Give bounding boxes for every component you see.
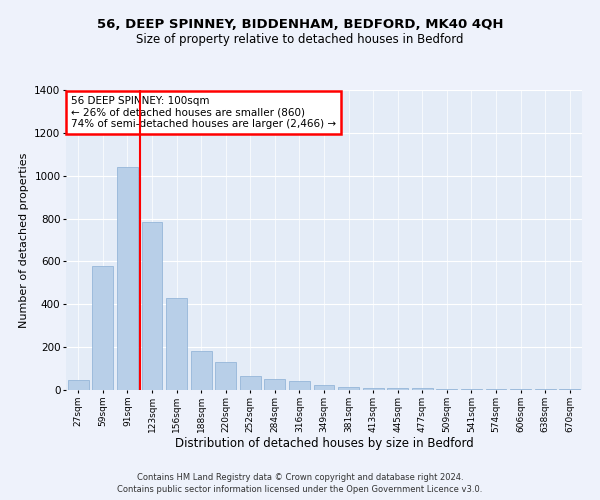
Bar [387, 388, 408, 390]
Bar [215, 362, 236, 390]
Bar [265, 380, 286, 390]
Bar [510, 389, 531, 390]
Text: 56 DEEP SPINNEY: 100sqm
← 26% of detached houses are smaller (860)
74% of semi-d: 56 DEEP SPINNEY: 100sqm ← 26% of detache… [71, 96, 336, 129]
Bar [166, 298, 187, 390]
Y-axis label: Number of detached properties: Number of detached properties [19, 152, 29, 328]
Bar [485, 389, 506, 390]
Bar [240, 376, 261, 390]
Bar [289, 382, 310, 390]
Bar [362, 388, 383, 390]
X-axis label: Distribution of detached houses by size in Bedford: Distribution of detached houses by size … [175, 438, 473, 450]
Bar [412, 388, 433, 390]
Text: Contains HM Land Registry data © Crown copyright and database right 2024.: Contains HM Land Registry data © Crown c… [137, 472, 463, 482]
Bar [191, 352, 212, 390]
Bar [92, 266, 113, 390]
Bar [314, 384, 334, 390]
Text: 56, DEEP SPINNEY, BIDDENHAM, BEDFORD, MK40 4QH: 56, DEEP SPINNEY, BIDDENHAM, BEDFORD, MK… [97, 18, 503, 30]
Bar [68, 380, 89, 390]
Bar [461, 389, 482, 390]
Text: Size of property relative to detached houses in Bedford: Size of property relative to detached ho… [136, 32, 464, 46]
Bar [142, 222, 163, 390]
Bar [117, 167, 138, 390]
Bar [436, 388, 457, 390]
Bar [338, 387, 359, 390]
Text: Contains public sector information licensed under the Open Government Licence v3: Contains public sector information licen… [118, 485, 482, 494]
